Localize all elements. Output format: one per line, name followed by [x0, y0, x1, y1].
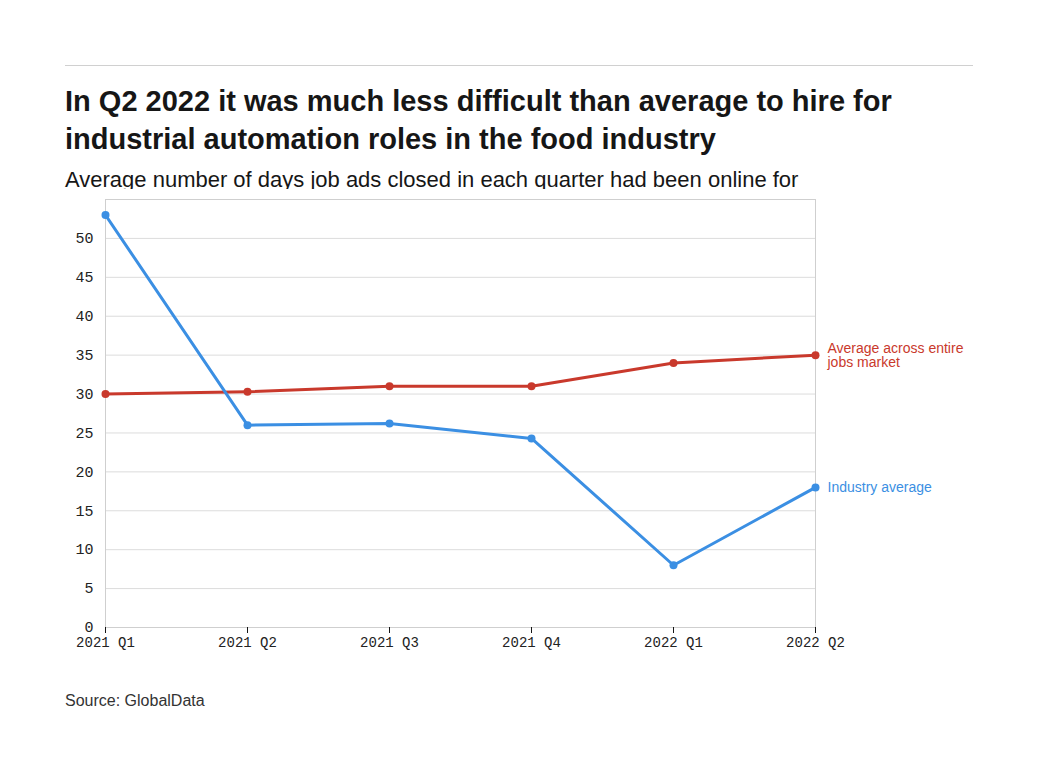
svg-text:25: 25: [75, 426, 93, 443]
svg-text:2022 Q2: 2022 Q2: [786, 635, 845, 651]
svg-text:0: 0: [84, 620, 94, 638]
svg-text:2021 Q2: 2021 Q2: [218, 635, 277, 651]
html-text:Average number of days job ads: Average number of days job ads closed in…: [65, 167, 799, 192]
html-text:In Q2 2022 it was much less di: In Q2 2022 it was much less difficult th…: [65, 85, 892, 155]
svg-text:15: 15: [75, 504, 93, 521]
svg-text:35: 35: [75, 348, 93, 365]
svg-text:50: 50: [75, 231, 93, 248]
svg-text:2021 Q1: 2021 Q1: [76, 635, 135, 651]
svg-text:20: 20: [75, 465, 93, 482]
svg-text:45: 45: [75, 270, 93, 287]
svg-text:10: 10: [75, 542, 93, 559]
svg-text:2021 Q4: 2021 Q4: [502, 635, 561, 651]
svg-text:40: 40: [75, 309, 93, 326]
svg-text:Average across entirejobs mark: Average across entirejobs market: [827, 340, 964, 370]
svg-text:Industry average: Industry average: [828, 479, 932, 495]
svg-text:5: 5: [84, 581, 93, 598]
svg-text:2022 Q1: 2022 Q1: [644, 635, 703, 651]
html-text:Source: GlobalData: Source: GlobalData: [65, 692, 205, 709]
svg-text:30: 30: [75, 387, 93, 404]
svg-text:2021 Q3: 2021 Q3: [360, 635, 419, 651]
